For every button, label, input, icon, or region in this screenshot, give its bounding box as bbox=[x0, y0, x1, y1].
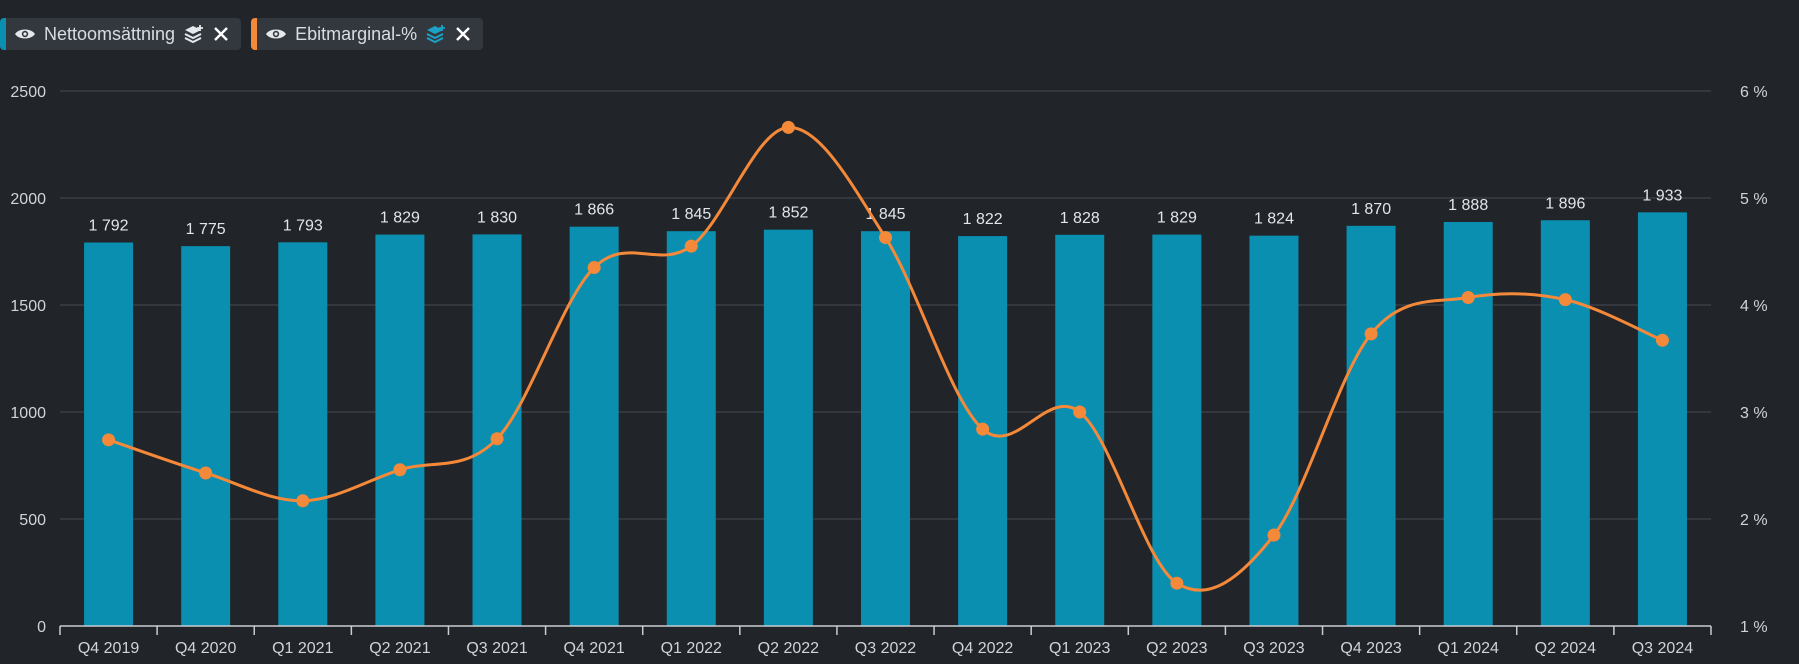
y-left-tick-label: 2500 bbox=[10, 84, 46, 101]
bar-data-label: 1 792 bbox=[89, 218, 129, 235]
y-left-tick-label: 1500 bbox=[10, 298, 46, 315]
line-point bbox=[490, 432, 504, 446]
bar-data-label: 1 829 bbox=[380, 210, 420, 227]
bar-data-label: 1 870 bbox=[1351, 201, 1391, 218]
x-tick-label: Q2 2022 bbox=[758, 640, 819, 657]
legend-label-ebitmarginal: Ebitmarginal-% bbox=[295, 23, 418, 44]
line-point bbox=[296, 494, 310, 508]
bar bbox=[1346, 225, 1396, 626]
x-tick-label: Q3 2023 bbox=[1243, 640, 1304, 657]
x-tick-label: Q1 2024 bbox=[1438, 640, 1499, 657]
line-point bbox=[1558, 293, 1572, 307]
y-left-tick-label: 2000 bbox=[10, 191, 46, 208]
legend-label-nettoomsattning: Nettoomsättning bbox=[44, 23, 176, 44]
bar bbox=[861, 231, 910, 627]
bar bbox=[763, 229, 813, 626]
y-right-tick-label: 5 % bbox=[1740, 191, 1768, 208]
layers-icon[interactable] bbox=[425, 24, 447, 44]
bar bbox=[1540, 220, 1590, 627]
bar-data-label: 1 896 bbox=[1545, 195, 1585, 212]
bar bbox=[1152, 234, 1202, 626]
x-tick-label: Q3 2024 bbox=[1632, 640, 1693, 657]
bar-data-label: 1 852 bbox=[768, 205, 808, 222]
bar-data-label: 1 830 bbox=[477, 209, 517, 226]
bar-data-label: 1 829 bbox=[1157, 210, 1197, 227]
series-color-swatch bbox=[251, 18, 258, 50]
line-point bbox=[1461, 291, 1475, 305]
x-tick-label: Q4 2023 bbox=[1340, 640, 1401, 657]
bar-data-label: 1 822 bbox=[963, 211, 1003, 228]
line-point bbox=[684, 239, 698, 253]
eye-icon[interactable] bbox=[14, 27, 36, 41]
legend: Nettoomsättning Ebitmarginal-% bbox=[0, 18, 484, 50]
x-tick-label: Q2 2024 bbox=[1535, 640, 1596, 657]
line-point bbox=[781, 120, 795, 134]
line-point bbox=[393, 463, 407, 477]
bar-data-label: 1 828 bbox=[1060, 210, 1100, 227]
line-point bbox=[1267, 528, 1281, 542]
x-tick-label: Q1 2022 bbox=[661, 640, 722, 657]
x-tick-label: Q3 2021 bbox=[466, 640, 527, 657]
y-right-tick-label: 2 % bbox=[1740, 512, 1768, 529]
close-icon[interactable] bbox=[213, 26, 229, 42]
y-right-tick-label: 4 % bbox=[1740, 298, 1768, 315]
legend-chip-nettoomsattning[interactable]: Nettoomsättning bbox=[0, 18, 242, 50]
bar bbox=[1249, 235, 1299, 626]
bar bbox=[569, 226, 619, 626]
x-tick-label: Q1 2023 bbox=[1049, 640, 1110, 657]
line-point bbox=[1364, 327, 1378, 341]
y-right-tick-label: 1 % bbox=[1740, 619, 1768, 636]
bar bbox=[472, 234, 522, 626]
series-color-swatch bbox=[0, 18, 6, 50]
bar-data-label: 1 824 bbox=[1254, 211, 1294, 228]
line-point bbox=[587, 261, 601, 275]
line-point bbox=[1655, 333, 1669, 347]
y-left-tick-label: 1000 bbox=[10, 405, 46, 422]
bar bbox=[181, 246, 231, 626]
bar-data-label: 1 845 bbox=[671, 206, 711, 223]
x-tick-label: Q2 2021 bbox=[369, 640, 430, 657]
x-tick-label: Q1 2021 bbox=[272, 640, 333, 657]
x-tick-label: Q3 2022 bbox=[855, 640, 916, 657]
bar-data-label: 1 775 bbox=[186, 221, 226, 238]
x-tick-label: Q4 2022 bbox=[952, 640, 1013, 657]
y-right-tick-label: 3 % bbox=[1740, 405, 1768, 422]
bar bbox=[1055, 234, 1105, 627]
x-tick-label: Q2 2023 bbox=[1146, 640, 1207, 657]
bar-data-label: 1 866 bbox=[574, 202, 614, 219]
bar-data-label: 1 933 bbox=[1642, 187, 1682, 204]
x-tick-label: Q4 2019 bbox=[78, 640, 139, 657]
close-icon[interactable] bbox=[455, 26, 471, 42]
y-left-tick-label: 0 bbox=[37, 619, 46, 636]
y-left-tick-label: 500 bbox=[19, 512, 46, 529]
bar bbox=[666, 231, 716, 627]
line-point bbox=[102, 433, 116, 447]
line-point bbox=[1073, 405, 1087, 419]
bar bbox=[1637, 212, 1687, 626]
bar bbox=[278, 242, 328, 626]
bar-data-label: 1 888 bbox=[1448, 197, 1488, 214]
eye-icon[interactable] bbox=[265, 27, 287, 41]
layers-icon[interactable] bbox=[183, 24, 205, 44]
x-tick-label: Q4 2021 bbox=[563, 640, 624, 657]
line-point bbox=[199, 466, 213, 480]
bar-data-label: 1 793 bbox=[283, 217, 323, 234]
bar bbox=[375, 234, 425, 626]
legend-chip-ebitmarginal[interactable]: Ebitmarginal-% bbox=[251, 18, 484, 50]
line-point bbox=[879, 231, 892, 245]
line-point bbox=[1170, 576, 1184, 590]
y-right-tick-label: 6 % bbox=[1740, 84, 1768, 101]
x-tick-label: Q4 2020 bbox=[175, 640, 236, 657]
bar bbox=[1443, 221, 1493, 626]
line-point bbox=[976, 422, 990, 436]
bar-data-label: 1 845 bbox=[865, 206, 905, 223]
